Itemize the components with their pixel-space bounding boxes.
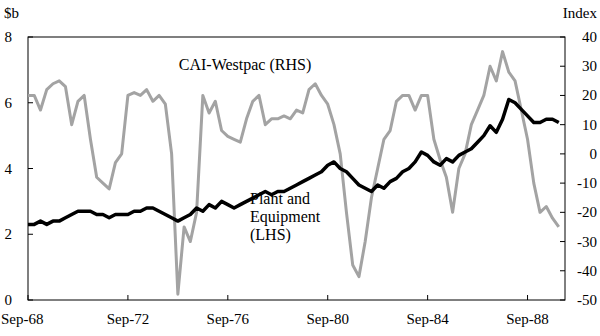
y-tick-label: 6 [5, 95, 13, 111]
series-line [28, 99, 559, 224]
series-label-line: Equipment [250, 208, 321, 226]
y2-tick [560, 300, 565, 301]
y-tick [28, 102, 33, 103]
x-tick [327, 295, 328, 300]
x-tick [127, 295, 128, 300]
x-tick-label: Sep-80 [306, 311, 349, 327]
x-tick-label: Sep-84 [406, 311, 449, 327]
y2-tick-label: 20 [582, 87, 597, 103]
x-tick-label: Sep-68 [1, 311, 44, 327]
y2-tick [560, 241, 565, 242]
series-label: CAI-Westpac (RHS) [179, 56, 311, 74]
y2-tick [560, 37, 565, 38]
series-label: Plant andEquipment(LHS) [250, 190, 321, 244]
y2-tick-label: -20 [577, 204, 597, 220]
chart: $b Index 0 2 4 6 8 -50 -40 -30 -20 -10 0 10 20 30 40 Sep-… [0, 0, 600, 336]
y-tick [28, 234, 33, 235]
y2-tick-label: -40 [577, 263, 597, 279]
y2-tick [560, 153, 565, 154]
y2-tick [560, 270, 565, 271]
series-line [28, 52, 559, 295]
y-tick-label: 2 [5, 226, 13, 242]
x-tick [527, 295, 528, 300]
y2-tick-label: 0 [590, 146, 598, 162]
y2-tick-label: -50 [577, 292, 597, 308]
plot-frame [28, 37, 565, 300]
y2-axis-title: Index [563, 5, 598, 21]
x-tick-label: Sep-76 [207, 311, 250, 327]
y-tick [28, 300, 33, 301]
y2-tick-label: -30 [577, 234, 597, 250]
y2-tick [560, 183, 565, 184]
x-tick [427, 295, 428, 300]
x-tick-label: Sep-72 [107, 311, 150, 327]
x-tick [227, 295, 228, 300]
series-label-line: (LHS) [250, 226, 291, 244]
y-tick [28, 37, 33, 38]
x-tick [28, 295, 29, 300]
series-label-line: Plant and [250, 190, 310, 207]
y-tick-label: 0 [5, 292, 13, 308]
y-tick-label: 8 [5, 29, 13, 45]
y-axis-title: $b [4, 5, 19, 21]
y2-tick [560, 66, 565, 67]
series-label-line: CAI-Westpac (RHS) [179, 56, 311, 74]
y2-tick-label: 40 [582, 29, 597, 45]
y2-tick [560, 212, 565, 213]
y2-tick-label: 10 [582, 117, 597, 133]
y2-tick-label: -10 [577, 175, 597, 191]
y2-tick-label: 30 [582, 58, 597, 74]
y2-tick [560, 95, 565, 96]
y2-tick [560, 124, 565, 125]
series-group [28, 52, 559, 295]
y-tick [28, 168, 33, 169]
y-tick-label: 4 [5, 161, 13, 177]
x-tick-label: Sep-88 [506, 311, 549, 327]
